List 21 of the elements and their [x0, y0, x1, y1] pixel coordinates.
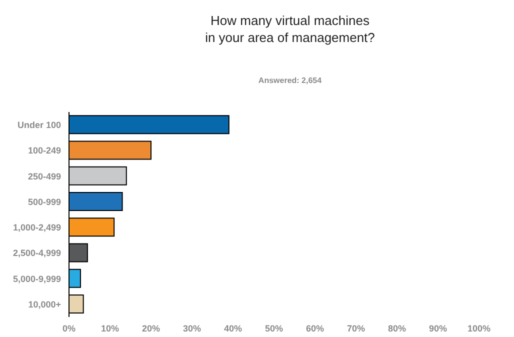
- x-tick-label: 20%: [142, 323, 160, 334]
- x-tick-label: 40%: [224, 323, 242, 334]
- x-tick-label: 30%: [182, 323, 202, 334]
- y-tick-label: 10,000+: [28, 299, 61, 310]
- y-tick-label: 2,500-4,999: [12, 248, 61, 258]
- y-tick-label: Under 100: [17, 120, 61, 130]
- y-tick-label: 5,000-9,999: [12, 274, 61, 284]
- x-tick-label: 50%: [264, 323, 284, 334]
- chart-title: How many virtual machines in your area of management?: [204, 12, 376, 46]
- x-tick-label: 60%: [306, 323, 324, 334]
- x-tick-label: 0%: [62, 323, 76, 334]
- y-tick-label: 250-499: [28, 171, 61, 182]
- y-tick-label: 1,000-2,499: [12, 222, 61, 233]
- x-tick-label: 70%: [346, 323, 366, 334]
- y-tick-label: 100-249: [28, 146, 61, 156]
- chart-subtitle: Answered: 2,654: [257, 76, 323, 85]
- x-tick-label: 10%: [100, 323, 120, 334]
- y-tick-label: 500-999: [28, 196, 61, 207]
- x-tick-label: 100%: [467, 323, 491, 334]
- x-tick-label: 80%: [388, 323, 406, 334]
- x-tick-label: 90%: [428, 323, 448, 334]
